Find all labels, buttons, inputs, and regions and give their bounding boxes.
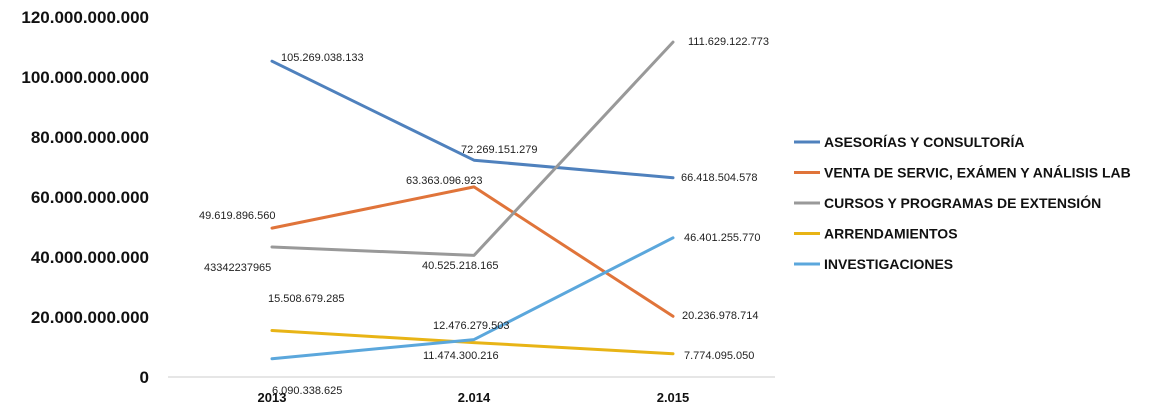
legend-label: CURSOS Y PROGRAMAS DE EXTENSIÓN	[824, 194, 1101, 211]
x-tick-label: 2.014	[458, 390, 491, 405]
data-label: 49.619.896.560	[199, 210, 275, 222]
series-line	[270, 236, 675, 361]
series-line	[270, 59, 675, 180]
data-label: 15.508.679.285	[268, 293, 344, 305]
y-tick-label: 20.000.000.000	[31, 308, 149, 327]
y-tick-label: 40.000.000.000	[31, 248, 149, 267]
data-label: 43342237965	[204, 262, 271, 274]
legend-label: VENTA DE SERVIC, EXÁMEN Y ANÁLISIS LAB	[824, 165, 1131, 181]
legend-label: INVESTIGACIONES	[824, 256, 953, 272]
series-lines	[270, 40, 675, 361]
data-label: 46.401.255.770	[684, 232, 760, 244]
data-label: 6.090.338.625	[272, 385, 342, 397]
y-axis: 0 20.000.000.000 40.000.000.000 60.000.000.…	[21, 8, 149, 387]
x-tick-label: 2.015	[657, 390, 690, 405]
series-line	[270, 329, 675, 356]
data-label: 40.525.218.165	[422, 260, 498, 272]
data-label: 12.476.279.503	[433, 320, 509, 332]
data-label: 20.236.978.714	[682, 310, 758, 322]
data-label: 111.629.122.773	[688, 36, 769, 48]
data-labels: 105.269.038.133 72.269.151.279 66.418.504.…	[199, 36, 769, 397]
data-label: 66.418.504.578	[681, 172, 757, 184]
y-tick-label: 80.000.000.000	[31, 128, 149, 147]
y-tick-label: 0	[140, 368, 149, 387]
y-tick-label: 100.000.000.000	[21, 68, 149, 87]
data-label: 63.363.096.923	[406, 175, 482, 187]
data-label: 11.474.300.216	[423, 350, 499, 362]
y-tick-label: 120.000.000.000	[21, 8, 149, 27]
x-axis: 2013 2.014 2.015	[168, 376, 775, 405]
legend: ASESORÍAS Y CONSULTORÍA VENTA DE SERVIC, …	[794, 134, 1131, 272]
data-label: 7.774.095.050	[684, 350, 754, 362]
y-tick-label: 60.000.000.000	[31, 188, 149, 207]
series-line	[270, 40, 675, 257]
data-label: 105.269.038.133	[281, 52, 364, 64]
legend-label: ASESORÍAS Y CONSULTORÍA	[824, 134, 1024, 150]
data-label: 72.269.151.279	[461, 144, 537, 156]
x-tick-label: 2013	[258, 390, 287, 405]
legend-label: ARRENDAMIENTOS	[824, 226, 958, 242]
